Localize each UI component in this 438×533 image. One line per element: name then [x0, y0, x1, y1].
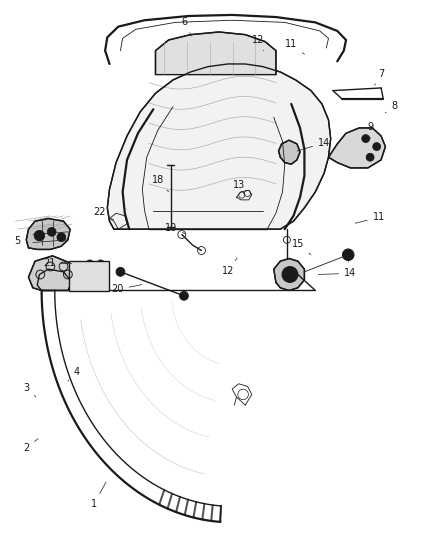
Text: 6: 6: [181, 18, 191, 36]
Text: 4: 4: [68, 367, 80, 381]
Polygon shape: [26, 219, 70, 249]
Circle shape: [366, 154, 374, 161]
Text: 1: 1: [91, 482, 106, 508]
Text: 7: 7: [374, 69, 384, 85]
Text: 13: 13: [233, 181, 245, 195]
Text: 22: 22: [94, 207, 113, 220]
Circle shape: [180, 292, 188, 300]
Text: 18: 18: [152, 175, 169, 192]
Circle shape: [57, 233, 66, 241]
Circle shape: [34, 230, 45, 241]
Circle shape: [47, 228, 56, 236]
Circle shape: [343, 249, 354, 261]
Polygon shape: [328, 128, 385, 168]
Text: 20: 20: [111, 285, 142, 294]
Text: 21: 21: [43, 258, 72, 268]
Polygon shape: [155, 32, 276, 75]
Text: 11: 11: [285, 39, 304, 54]
Text: 15: 15: [292, 239, 311, 255]
Circle shape: [286, 270, 294, 279]
Polygon shape: [28, 256, 77, 290]
Text: 12: 12: [222, 258, 237, 276]
Polygon shape: [279, 140, 300, 164]
Text: 14: 14: [297, 138, 330, 151]
Polygon shape: [274, 259, 304, 290]
Text: 11: 11: [355, 213, 385, 223]
Text: 8: 8: [385, 101, 397, 113]
Circle shape: [97, 260, 105, 268]
Text: 5: 5: [14, 237, 27, 246]
Text: 12: 12: [252, 35, 265, 51]
Text: 10: 10: [165, 223, 185, 233]
Text: 2: 2: [23, 439, 38, 453]
Circle shape: [116, 268, 125, 276]
Circle shape: [282, 266, 298, 282]
Circle shape: [345, 252, 351, 258]
Text: 3: 3: [23, 383, 36, 397]
FancyBboxPatch shape: [69, 261, 109, 291]
Text: 9: 9: [367, 122, 373, 139]
Circle shape: [362, 135, 370, 142]
Circle shape: [86, 260, 94, 268]
Circle shape: [373, 143, 381, 150]
Polygon shape: [107, 64, 331, 229]
Text: 14: 14: [318, 269, 357, 278]
